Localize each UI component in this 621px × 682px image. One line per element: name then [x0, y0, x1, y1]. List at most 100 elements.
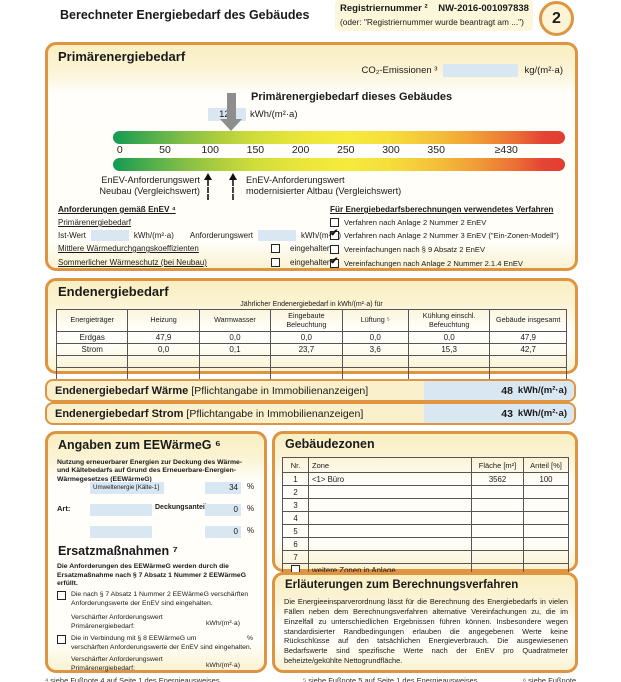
table-row: 5: [282, 524, 569, 538]
footnote: ⁵ siehe Fußnote 5 auf Seite 1 des Energi…: [303, 676, 478, 682]
checkbox[interactable]: [57, 591, 66, 600]
co2-label: CO₂-Emissionen ³: [361, 65, 438, 76]
energy-scale-band-top: [113, 131, 565, 144]
end-energy-section: Endenergiebedarf Jährlicher Endenergiebe…: [45, 278, 578, 380]
anforderung-value-field[interactable]: [258, 230, 297, 241]
scale-tick: 200: [291, 144, 310, 156]
table-row: [55, 367, 567, 380]
value-pointer-arrowhead-icon: [220, 119, 242, 131]
primary-section-title: Primärenergiebedarf: [58, 49, 186, 64]
eewaermeg-row-1: Umweltenergie [Kälte-1] 34 %: [48, 482, 264, 495]
checkbox[interactable]: [330, 228, 339, 240]
marker-altbau: [229, 173, 237, 200]
eewaermeg-row-2: Art: Deckungsanteil: 0 %: [48, 504, 264, 517]
art-input-field-2[interactable]: [90, 526, 152, 538]
checkbox[interactable]: [330, 218, 339, 227]
stricter-requirement-label-2: Verschärfter Anforderungswert Primärener…: [71, 656, 163, 672]
building-value-label: Primärenergiebedarf dieses Gebäudes: [251, 91, 453, 103]
percent-unit: %: [247, 526, 255, 535]
table-row: 3: [282, 498, 569, 512]
end-energy-title: Endenergiebedarf: [58, 284, 169, 299]
enev-requirements-heading: Anforderungen gemäß EnEV ⁴: [58, 205, 176, 214]
check-status: eingehalten: [290, 258, 332, 267]
stricter-requirement-label-1: Verschärfter Anforderungswert Primärener…: [71, 614, 163, 630]
registration-label: Registriernummer ²: [340, 3, 428, 14]
page-number-badge: 2: [539, 1, 574, 36]
electricity-banner-note: [Pflichtangabe in Immobilienanzeigen]: [186, 407, 364, 420]
table-row: Strom 0,0 0,1 23,7 3,6 15,3 42,7: [55, 343, 567, 356]
table-row: Erdgas 47,9 0,0 0,0 0,0 0,0 47,9: [55, 331, 567, 344]
marker-neubau-icon: [204, 173, 212, 180]
scale-tick: 350: [427, 144, 445, 156]
ersatz-option-1: Die nach § 7 Absatz 1 Nummer 2 EEWärmeG …: [57, 591, 255, 609]
energy-type-field[interactable]: Umweltenergie [Kälte-1]: [90, 482, 164, 494]
footnote: ⁴ siehe Fußnote 4 auf Seite 1 des Energi…: [45, 676, 220, 682]
checkbox[interactable]: [57, 635, 66, 644]
marker-altbau-icon: [229, 173, 237, 180]
explanations-section: Erläuterungen zum Berechnungsverfahren D…: [272, 572, 578, 673]
footnotes-strip: ⁴ siehe Fußnote 4 auf Seite 1 des Energi…: [45, 676, 578, 682]
page-title: Berechneter Energiebedarf des Gebäudes: [60, 8, 310, 22]
scale-tick: 150: [246, 144, 265, 156]
building-value-unit: kWh/(m²·a): [250, 109, 298, 120]
table-row: [55, 355, 567, 368]
end-energy-heat-banner: Endenergiebedarf Wärme [Pflichtangabe in…: [45, 379, 576, 402]
marker-neubau-dash: [207, 180, 209, 200]
registration-block: Registriernummer ² NW-2016-001097838 (od…: [335, 0, 533, 31]
method-heading: Für Energiebedarfsberechnungen verwendet…: [330, 205, 554, 214]
explanations-title: Erläuterungen zum Berechnungsverfahren: [285, 579, 519, 591]
heat-banner-label: Endenergiebedarf Wärme: [55, 384, 189, 397]
ersatz-option-2-percent: %: [247, 635, 254, 642]
eewaermeg-intro: Nutzung erneuerbarer Energien zur Deckun…: [57, 459, 243, 483]
co2-input-field[interactable]: [443, 64, 519, 77]
ist-anforderung-row: Ist-Wert kWh/(m²·a) Anforderungswert kWh…: [58, 230, 341, 241]
scale-tick: 100: [201, 144, 219, 156]
co2-row: CO₂-Emissionen ³ kg/(m²·a): [361, 64, 563, 77]
coverage-value-field[interactable]: 34: [205, 482, 241, 494]
primary-energy-section: Primärenergiebedarf CO₂-Emissionen ³ kg/…: [45, 42, 578, 271]
heat-banner-value-field: 48 kWh/(m²·a): [424, 381, 574, 400]
checkbox[interactable]: [271, 258, 280, 267]
building-zones-section: Gebäudezonen Nr. Zone Fläche [m²] Anteil…: [272, 431, 578, 577]
art-label: Art:: [57, 504, 71, 513]
checkbox[interactable]: [330, 256, 339, 268]
table-row: 1 <1> Büro 3562 100: [282, 472, 569, 486]
coverage-value-field-3[interactable]: 0: [205, 526, 241, 538]
energy-scale-ticks: 0 50 100 150 200 250 300 350 ≥430: [113, 144, 565, 158]
percent-unit: %: [247, 482, 255, 491]
co2-unit: kg/(m²·a): [524, 65, 563, 76]
registration-alt-note: (oder: "Registriernummer wurde beantragt…: [340, 17, 524, 27]
eewaermeg-title: Angaben zum EEWärmeG ⁶: [58, 438, 221, 452]
electricity-banner-value-field: 43 kWh/(m²·a): [424, 404, 574, 423]
marker-neubau-label: EnEV-Anforderungswert Neubau (Vergleichs…: [99, 175, 200, 197]
coverage-label: Deckungsanteil:: [155, 504, 210, 511]
ist-label: Ist-Wert: [58, 231, 86, 240]
heat-unit: kWh/(m²·a): [517, 385, 567, 396]
scale-tick: 50: [159, 144, 171, 156]
checkbox[interactable]: [330, 245, 339, 254]
check-row-sommerschutz: Sommerlicher Wärmeschutz (bei Neubau) ei…: [58, 258, 332, 267]
stricter-requirement-unit-2: kWh/(m²·a): [206, 662, 240, 669]
ist-value-field[interactable]: [90, 230, 129, 241]
art-input-field[interactable]: [90, 504, 152, 516]
checkbox[interactable]: [271, 244, 280, 253]
method-item-3: Vereinfachungen nach § 9 Absatz 2 EnEV: [330, 245, 485, 254]
check-status: eingehalten: [290, 244, 332, 253]
scale-tick: 0: [116, 144, 123, 156]
table-row: 2: [282, 485, 569, 499]
coverage-value-field-2[interactable]: 0: [205, 504, 241, 516]
zones-title: Gebäudezonen: [285, 437, 375, 451]
anforderung-unit: kWh/(m²·a): [301, 231, 342, 240]
percent-unit: %: [247, 504, 255, 513]
check-row-waermekoeffizienten: Mittlere Wärmedurchgangskoeffizienten ei…: [58, 244, 332, 253]
ist-unit: kWh/(m²·a): [133, 231, 174, 240]
table-row: 4: [282, 511, 569, 525]
stricter-requirement-unit-1: kWh/(m²·a): [206, 620, 240, 627]
table-row: 7: [282, 550, 569, 564]
ersatzmassnahmen-title: Ersatzmaßnahmen ⁷: [58, 544, 178, 558]
table-header-row: Nr. Zone Fläche [m²] Anteil [%]: [282, 457, 569, 473]
zones-table: Nr. Zone Fläche [m²] Anteil [%] 1 <1> Bür…: [282, 457, 569, 577]
method-item-4: Vereinfachungen nach Anlage 2 Nummer 2.1…: [330, 256, 523, 268]
electricity-unit: kWh/(m²·a): [517, 408, 567, 419]
